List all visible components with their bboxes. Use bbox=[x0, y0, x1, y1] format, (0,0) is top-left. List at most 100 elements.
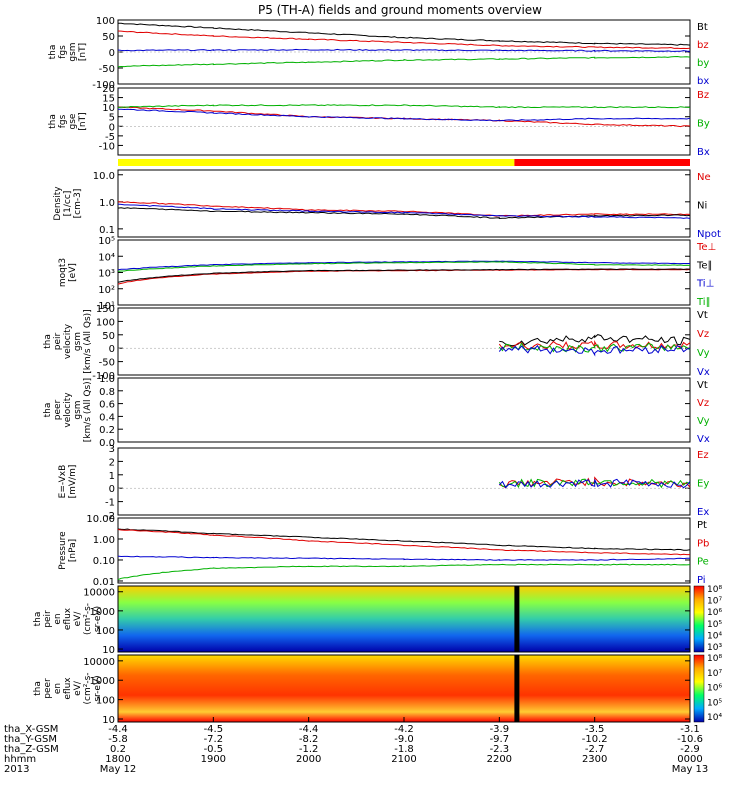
y-tick-label: 50 bbox=[102, 32, 115, 43]
legend-entry-Pi: Pi bbox=[697, 575, 706, 586]
x-tick-label: -4.2 bbox=[394, 724, 414, 735]
x-tick-label: -4.4 bbox=[108, 724, 128, 735]
x-row-label: tha_Y-GSM bbox=[4, 734, 57, 745]
y-tick-label: 10 bbox=[102, 715, 115, 726]
y-tick-label: -1 bbox=[105, 498, 115, 509]
x-tick-label: -3.9 bbox=[490, 724, 510, 735]
y-tick-label: 0.0 bbox=[99, 438, 115, 449]
panel-frame-density bbox=[117, 169, 691, 238]
y-tick-label: 0 bbox=[109, 122, 115, 133]
x-tick-label: 2000 bbox=[296, 754, 321, 765]
y-tick-label: -100 bbox=[92, 80, 115, 91]
series-line-Bz bbox=[117, 106, 691, 128]
series-line-bx bbox=[117, 48, 691, 52]
y-axis-label: en bbox=[53, 683, 63, 694]
y-tick-label: 0 bbox=[109, 484, 115, 495]
colorbar-tick-label: 10⁶ bbox=[707, 684, 722, 694]
y-axis-label: peir bbox=[53, 332, 63, 350]
series-line-By bbox=[117, 104, 691, 109]
panel-frame-temp bbox=[117, 239, 691, 306]
y-tick-label: 10.0 bbox=[93, 171, 115, 182]
x-tick-label: -1.8 bbox=[394, 744, 414, 755]
y-tick-label: 1.0 bbox=[99, 374, 115, 385]
series-line-Pi bbox=[117, 555, 690, 561]
y-axis-label: gsm bbox=[73, 332, 83, 351]
x-tick-label: -2.7 bbox=[585, 744, 605, 755]
y-axis-label: fgs bbox=[58, 114, 68, 128]
legend-entry-bx: bx bbox=[697, 76, 709, 87]
y-tick-label: -100 bbox=[92, 371, 115, 382]
y-axis-label: gse bbox=[68, 113, 78, 129]
y-tick-label: -50 bbox=[99, 64, 115, 75]
x-tick-label: -3.1 bbox=[680, 724, 700, 735]
x-tick-label: -2.9 bbox=[680, 744, 700, 755]
colorbar-tick-label: 10⁴ bbox=[707, 631, 722, 641]
legend-entry-Vx: Vx bbox=[697, 367, 710, 378]
x-row-label: hhmm bbox=[4, 754, 36, 765]
colorbar-tick-label: 10⁷ bbox=[707, 669, 722, 679]
y-axis-label: [km/s (All Qs)] bbox=[83, 309, 93, 373]
x-tick-label: 0000 bbox=[677, 754, 702, 765]
y-tick-label: 10 bbox=[102, 645, 115, 656]
y-axis-label: Density bbox=[53, 186, 63, 221]
x-tick-label: 0.2 bbox=[110, 744, 126, 755]
y-axis-label: [cm-3] bbox=[73, 189, 83, 219]
colorbar-tick-label: 10³ bbox=[707, 643, 722, 653]
y-tick-label: 0 bbox=[109, 48, 115, 59]
x-tick-label: -4.4 bbox=[299, 724, 319, 735]
x-tick-label: May 12 bbox=[100, 764, 137, 775]
y-axis-label: eV/ bbox=[73, 680, 83, 696]
y-axis-label: [nPa] bbox=[68, 539, 78, 562]
y-tick-label: 10⁴ bbox=[98, 252, 115, 263]
x-tick-label: -0.5 bbox=[204, 744, 224, 755]
y-axis-label: gsm bbox=[73, 400, 83, 419]
spectrogram-image bbox=[118, 655, 690, 722]
legend-entry-Vx: Vx bbox=[697, 434, 710, 445]
y-axis-label: peer bbox=[53, 399, 63, 420]
y-axis-label: gsm bbox=[68, 42, 78, 61]
y-tick-label: -50 bbox=[99, 358, 115, 369]
y-tick-label: 100 bbox=[96, 626, 115, 637]
y-tick-label: 10000 bbox=[83, 588, 115, 599]
series-line-Pe bbox=[117, 563, 691, 581]
legend-entry-Ey: Ey bbox=[697, 479, 709, 490]
legend-entry-Vy: Vy bbox=[697, 348, 710, 359]
series-line-Ni bbox=[117, 207, 691, 220]
legend-entry-Vt: Vt bbox=[697, 380, 708, 391]
y-axis-label: Pressure bbox=[58, 531, 68, 570]
panel-frame-peir_vel bbox=[117, 307, 691, 376]
x-tick-label: 2100 bbox=[391, 754, 416, 765]
x-tick-label: -2.3 bbox=[490, 744, 510, 755]
series-line-Te∥ bbox=[117, 268, 691, 283]
legend-entry-Te∥: Te∥ bbox=[696, 260, 713, 271]
series-line-Ti⊥ bbox=[117, 260, 690, 271]
x-tick-label: 2300 bbox=[582, 754, 607, 765]
y-tick-label: 0 bbox=[109, 344, 115, 355]
y-axis-label: peer bbox=[43, 678, 53, 699]
legend-entry-By: By bbox=[697, 119, 710, 130]
x-row-label: 2013 bbox=[4, 764, 29, 775]
x-tick-label: -8.2 bbox=[299, 734, 319, 745]
y-axis-label: [1/cc] bbox=[63, 191, 73, 217]
colorbar-tick-label: 10⁸ bbox=[707, 654, 722, 664]
y-axis-label: tha bbox=[43, 403, 53, 418]
legend-entry-Bx: Bx bbox=[697, 147, 710, 158]
legend-entry-Te⊥: Te⊥ bbox=[696, 242, 716, 253]
series-line-Pb bbox=[117, 529, 690, 556]
y-tick-label: 150 bbox=[96, 304, 115, 315]
legend-entry-Pb: Pb bbox=[697, 538, 709, 549]
y-tick-label: 0.01 bbox=[93, 577, 115, 588]
y-axis-label: tha bbox=[48, 45, 58, 60]
legend-entry-Pe: Pe bbox=[697, 557, 709, 568]
y-axis-label: sr-eV) bbox=[93, 675, 103, 701]
series-line-Vx bbox=[498, 344, 691, 357]
colorbar bbox=[693, 585, 705, 653]
colorbar-tick-label: 10⁶ bbox=[707, 608, 722, 618]
x-tick-label: May 13 bbox=[672, 764, 709, 775]
y-axis-label: [eV] bbox=[68, 263, 78, 282]
x-tick-label: -10.6 bbox=[677, 734, 703, 745]
y-axis-label: [nT] bbox=[78, 112, 88, 130]
y-tick-label: 1000 bbox=[90, 607, 115, 618]
y-tick-label: 5 bbox=[109, 113, 115, 124]
